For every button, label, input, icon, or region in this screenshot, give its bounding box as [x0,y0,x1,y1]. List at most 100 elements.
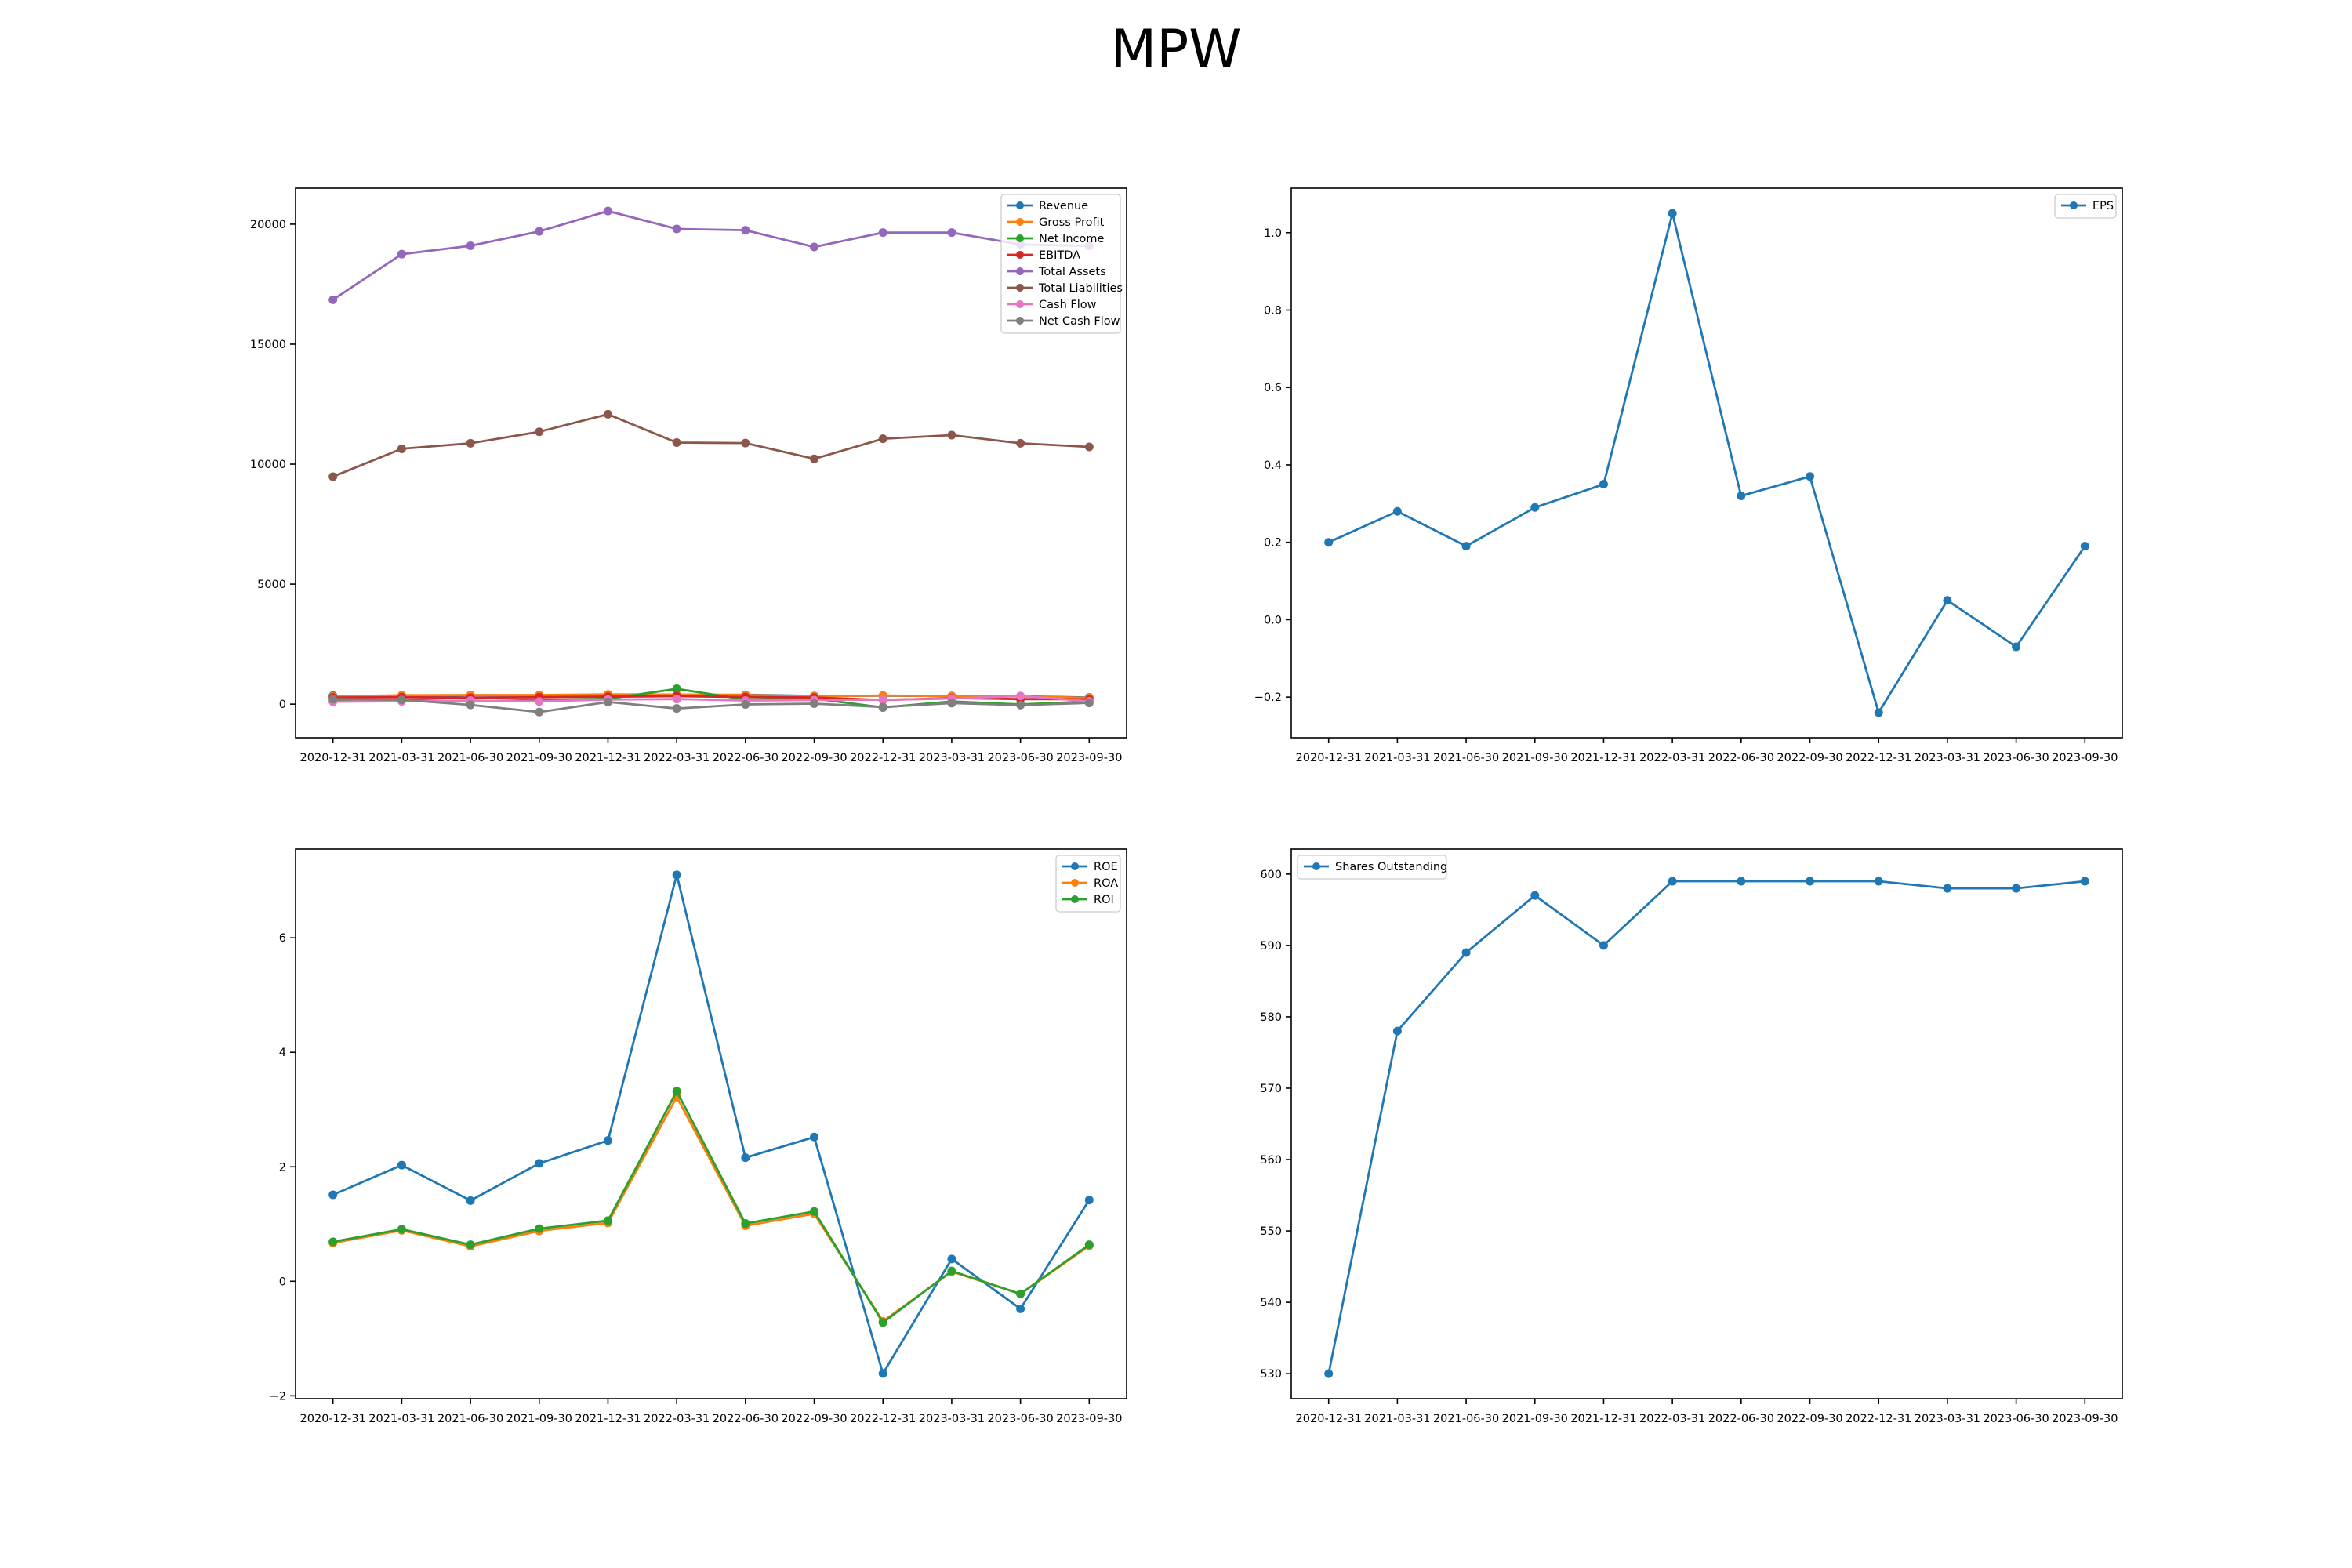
x-tick-label: 2023-09-30 [1056,752,1122,764]
x-tick-label: 2021-03-31 [368,752,434,764]
y-tick-label: 0.4 [1264,459,1282,472]
data-point [878,228,887,238]
x-tick-label: 2023-03-31 [1915,752,1980,764]
data-point [878,702,887,712]
axes-frame [295,187,1127,739]
data-point [397,695,406,705]
legend-marker [1312,862,1320,870]
series-roe [328,870,1094,1378]
data-point [741,1153,750,1163]
series-line [332,1090,1091,1324]
y-tick-label: 560 [1260,1154,1282,1167]
data-point [2012,884,2021,893]
data-point [603,1136,612,1145]
data-point [535,707,544,717]
x-tick-label: 2020-12-31 [300,752,366,764]
legend-label: Revenue [1039,200,1088,212]
data-point [1806,877,1815,886]
data-point [397,444,406,453]
data-point [741,699,750,709]
x-tick-label: 2023-09-30 [1056,1413,1122,1425]
legend-label: Total Liabilities [1038,282,1123,295]
data-point [328,1190,338,1200]
legend-label: Cash Flow [1039,299,1097,311]
y-tick-label: 0 [279,699,286,711]
data-point [328,295,338,304]
data-point [535,227,544,236]
y-tick-label: 0.0 [1264,614,1282,626]
y-tick-label: 20000 [250,219,286,231]
x-tick-label: 2022-06-30 [1708,1413,1774,1425]
y-tick-label: 10000 [250,459,286,471]
axes-frame [1290,848,2123,1399]
data-point [672,704,681,713]
x-tick-label: 2023-06-30 [1983,752,2049,764]
data-point [1668,877,1677,886]
series-net-cash-flow [328,695,1094,717]
data-point [1461,948,1471,957]
axes-frame [295,848,1127,1399]
legend-label: Net Cash Flow [1039,315,1120,328]
data-point [397,249,406,259]
data-point [1806,472,1815,481]
data-point [878,1318,887,1327]
x-tick-label: 2022-09-30 [781,1413,847,1425]
data-point [397,1160,406,1170]
data-point [466,1196,475,1205]
data-point [810,454,819,463]
data-point [1461,542,1471,551]
legend-marker [1016,317,1024,325]
data-point [1599,941,1608,950]
subplot-1: 2020-12-31 2021-03-31 2021-06-30 2021-09-30… [250,187,1127,764]
y-tick-label: 5000 [257,579,286,591]
data-point [603,206,612,216]
data-point [1084,1196,1094,1205]
data-point [1084,1240,1094,1250]
data-point [1943,596,1952,605]
data-point [1324,538,1334,547]
data-point [947,430,956,440]
data-point [535,1224,544,1233]
data-point [672,695,681,704]
y-tick-label: 6 [279,932,286,945]
legend-label: Net Income [1039,233,1104,245]
data-point [947,1266,956,1276]
legend-box [1297,855,1447,880]
series-roa [328,1092,1094,1326]
series-line [332,1095,1091,1323]
x-tick-label: 2023-03-31 [919,1413,985,1425]
y-tick-label: −2 [270,1390,286,1403]
x-tick-label: 2022-09-30 [781,752,847,764]
axes-frame [1290,187,2123,739]
x-tick-label: 2021-09-30 [1502,752,1568,764]
x-tick-label: 2020-12-31 [1296,1413,1362,1425]
y-tick-label: 0.2 [1264,537,1282,550]
x-tick-label: 2021-06-30 [1433,1413,1499,1425]
data-point [1392,1026,1402,1036]
y-tick-label: 0.6 [1264,382,1282,394]
x-tick-label: 2023-09-30 [2052,1413,2118,1425]
legend-marker [1016,284,1024,292]
x-tick-label: 2022-03-31 [1639,752,1705,764]
y-tick-label: 580 [1260,1011,1282,1024]
x-tick-label: 2022-03-31 [644,1413,710,1425]
x-tick-label: 2022-12-31 [850,752,916,764]
data-point [810,699,819,709]
y-tick-label: 4 [279,1047,286,1059]
data-point [1874,708,1883,717]
legend-marker [1016,251,1024,259]
y-tick-label: 600 [1260,869,1282,881]
x-tick-label: 2022-09-30 [1777,1413,1842,1425]
data-point [878,695,887,705]
data-point [878,434,887,444]
x-tick-label: 2021-06-30 [437,1413,503,1425]
x-tick-label: 2021-06-30 [437,752,503,764]
x-tick-label: 2023-03-31 [919,752,985,764]
x-tick-label: 2020-12-31 [300,1413,366,1425]
legend-label: ROA [1094,877,1118,890]
x-tick-label: 2022-12-31 [1846,1413,1911,1425]
data-point [603,409,612,419]
data-point [672,224,681,234]
x-tick-label: 2021-03-31 [1364,752,1430,764]
data-point [328,695,338,704]
